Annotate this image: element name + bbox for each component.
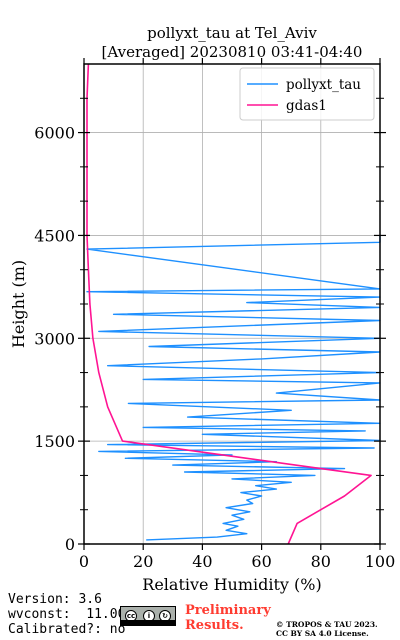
cc-by-sa-icon: cc i ↻ — [120, 606, 176, 626]
legend-label-gdas1: gdas1 — [286, 98, 327, 114]
x-tick-label: 40 — [192, 552, 212, 571]
x-tick-label: 0 — [79, 552, 89, 571]
license-strip — [121, 620, 175, 625]
version-text: Version: 3.6 — [8, 592, 102, 607]
y-tick-label: 3000 — [34, 329, 75, 348]
copyright-notice: © TROPOS & TAU 2023. CC BY SA 4.0 Licens… — [276, 620, 378, 638]
x-tick-label: 100 — [365, 552, 396, 571]
plot-frame — [83, 63, 381, 545]
chart-subtitle: [Averaged] 20230810 03:41-04:40 — [102, 43, 363, 61]
processing-info: Version: 3.6 wvconst: 11.00 Calibrated?: n… — [8, 592, 125, 637]
series-layer — [86, 63, 381, 545]
legend: pollyxt_tau gdas1 — [239, 67, 375, 121]
x-tick-label: 20 — [133, 552, 153, 571]
y-tick-label: 1500 — [34, 432, 75, 451]
axis-ticks: 0 20 40 60 80 100 0 1500 3000 4500 6000 — [34, 58, 395, 571]
x-tick-label: 60 — [251, 552, 271, 571]
copyright-line-2: CC BY SA 4.0 License. — [276, 629, 369, 638]
legend-frame — [239, 67, 375, 121]
preliminary-line-2: Results. — [185, 618, 244, 633]
copyright-line-1: © TROPOS & TAU 2023. — [276, 620, 378, 629]
legend-label-pollyxt: pollyxt_tau — [286, 77, 361, 93]
x-axis-label: Relative Humidity (%) — [142, 575, 321, 594]
y-tick-label: 4500 — [34, 226, 75, 245]
y-axis-label: Height (m) — [9, 260, 28, 348]
series-line-pollyxt_tau — [86, 235, 381, 541]
wvconst-text: wvconst: 11.00 — [8, 607, 126, 622]
grid-lines — [84, 64, 380, 544]
y-tick-label: 0 — [65, 535, 75, 554]
calibrated-text: Calibrated?: no — [8, 622, 126, 637]
sa-icon: ↻ — [159, 610, 171, 622]
chart-title: pollyxt_tau at Tel_Aviv — [147, 24, 317, 42]
series-line-gdas1 — [86, 63, 372, 545]
x-tick-label: 80 — [311, 552, 331, 571]
preliminary-notice: Preliminary Results. — [185, 603, 271, 633]
y-tick-label: 6000 — [34, 124, 75, 143]
preliminary-line-1: Preliminary — [185, 603, 271, 618]
